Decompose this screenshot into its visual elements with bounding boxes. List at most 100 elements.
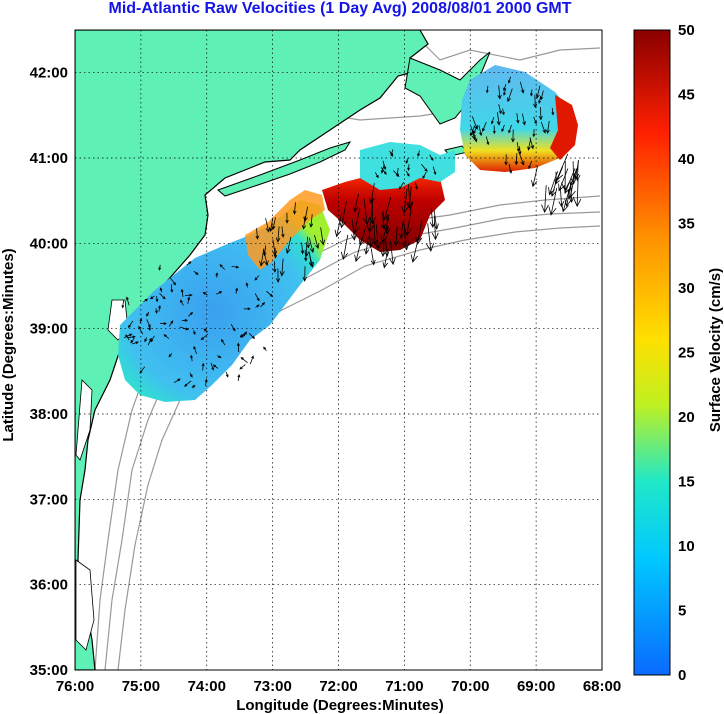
y-tick-label: 37:00 [30, 491, 68, 508]
velocity-arrow [190, 354, 193, 362]
velocity-arrow [240, 357, 248, 364]
velocity-arrow [308, 237, 315, 254]
velocity-arrow [143, 298, 149, 303]
velocity-arrow [492, 125, 496, 135]
velocity-arrow [501, 124, 505, 133]
velocity-arrow [540, 121, 546, 134]
velocity-arrow [202, 292, 208, 296]
velocity-arrow [503, 84, 507, 92]
velocity-arrow [235, 287, 238, 294]
colorbar-label: Surface Velocity (cm/s) [707, 268, 724, 432]
velocity-arrow [470, 125, 475, 137]
velocity-arrow [216, 291, 223, 295]
velocity-arrow [540, 90, 544, 101]
velocity-arrow [243, 307, 251, 311]
velocity-arrow [530, 89, 533, 97]
colorbar-tick-label: 50 [678, 22, 695, 39]
y-tick-labels: 42:00 41:00 40:00 39:00 38:00 37:00 36:00 35:00 [30, 65, 68, 679]
velocity-arrow [533, 116, 537, 125]
velocity-arrow [504, 154, 508, 166]
velocity-arrow [569, 168, 578, 187]
velocity-arrow [159, 287, 163, 293]
velocity-arrow [275, 268, 281, 284]
velocity-arrow [203, 328, 208, 333]
velocity-arrow [254, 275, 260, 281]
velocity-arrow [548, 187, 558, 216]
velocity-arrow [125, 334, 130, 341]
velocity-arrow [568, 182, 575, 204]
velocity-arrow [501, 108, 505, 116]
velocity-arrow [399, 220, 405, 239]
colorbar-ticks: 0 5 10 15 20 25 30 35 40 45 50 [678, 22, 695, 684]
velocity-arrow [497, 85, 502, 100]
velocity-arrow [217, 355, 222, 359]
velocity-arrow [405, 157, 409, 164]
velocity-arrow [303, 249, 308, 262]
velocity-arrow [390, 149, 394, 156]
velocity-arrow [574, 160, 581, 182]
velocity-arrow [254, 293, 260, 302]
velocity-arrow [338, 201, 347, 229]
velocity-arrow [364, 237, 370, 255]
velocity-arrow [245, 282, 249, 288]
velocity-arrow [158, 264, 162, 271]
velocity-arrow [126, 296, 130, 306]
velocity-arrow [384, 214, 390, 233]
velocity-arrow [508, 124, 512, 134]
velocity-arrow [212, 364, 219, 369]
velocity-arrow [561, 185, 571, 213]
velocity-arrow [265, 218, 271, 233]
velocity-arrow [558, 168, 569, 192]
velocity-arrow [529, 137, 534, 150]
velocity-arrow [149, 295, 155, 300]
velocity-arrow [285, 212, 289, 224]
colorbar-tick-label: 30 [678, 280, 695, 297]
velocity-arrow [369, 183, 375, 205]
velocity-arrow [415, 182, 418, 190]
velocity-arrow [215, 272, 219, 278]
plot-frame [74, 29, 603, 671]
velocity-arrow [498, 104, 502, 115]
velocity-arrow [401, 188, 409, 214]
velocity-arrow [396, 167, 399, 177]
chesapeake-bay [75, 379, 93, 461]
velocity-arrow [420, 163, 428, 172]
velocity-arrow [260, 301, 266, 308]
velocity-arrow [180, 299, 184, 306]
velocity-arrow [273, 247, 278, 259]
velocity-arrow [191, 384, 196, 389]
velocity-arrow [518, 151, 525, 166]
y-tick-label: 39:00 [30, 321, 68, 338]
velocity-arrow [382, 248, 389, 269]
velocity-arrow [319, 227, 326, 246]
colorbar-tick-label: 0 [678, 667, 686, 684]
velocity-arrow [239, 364, 246, 370]
region-nantucket-shoals [360, 142, 455, 190]
velocity-arrow [532, 129, 536, 138]
y-tick-label: 35:00 [30, 662, 68, 679]
long-island [217, 141, 352, 197]
velocity-arrow [180, 288, 184, 297]
velocity-arrow [485, 85, 489, 94]
velocity-arrow [186, 261, 192, 266]
velocity-arrow [407, 164, 411, 171]
velocity-arrow [163, 334, 170, 339]
velocity-arrow [551, 107, 555, 116]
x-tick-label: 68:00 [583, 678, 621, 695]
velocity-arrow [314, 234, 320, 250]
velocity-arrow [531, 165, 538, 188]
region-georges-edge-red [550, 95, 578, 160]
velocity-arrow [281, 226, 285, 238]
colorbar-tick-label: 45 [678, 87, 695, 104]
velocity-arrow [225, 371, 229, 378]
velocity-arrow [159, 293, 166, 300]
velocity-arrow [201, 362, 205, 371]
velocity-arrow [380, 167, 387, 175]
velocity-arrow [527, 138, 531, 151]
velocity-arrow [300, 242, 305, 255]
velocity-arrow [538, 96, 542, 104]
y-tick-label: 41:00 [30, 150, 68, 167]
velocity-arrow [482, 121, 487, 132]
velocity-arrow [366, 205, 375, 233]
velocity-arrow [160, 322, 168, 325]
